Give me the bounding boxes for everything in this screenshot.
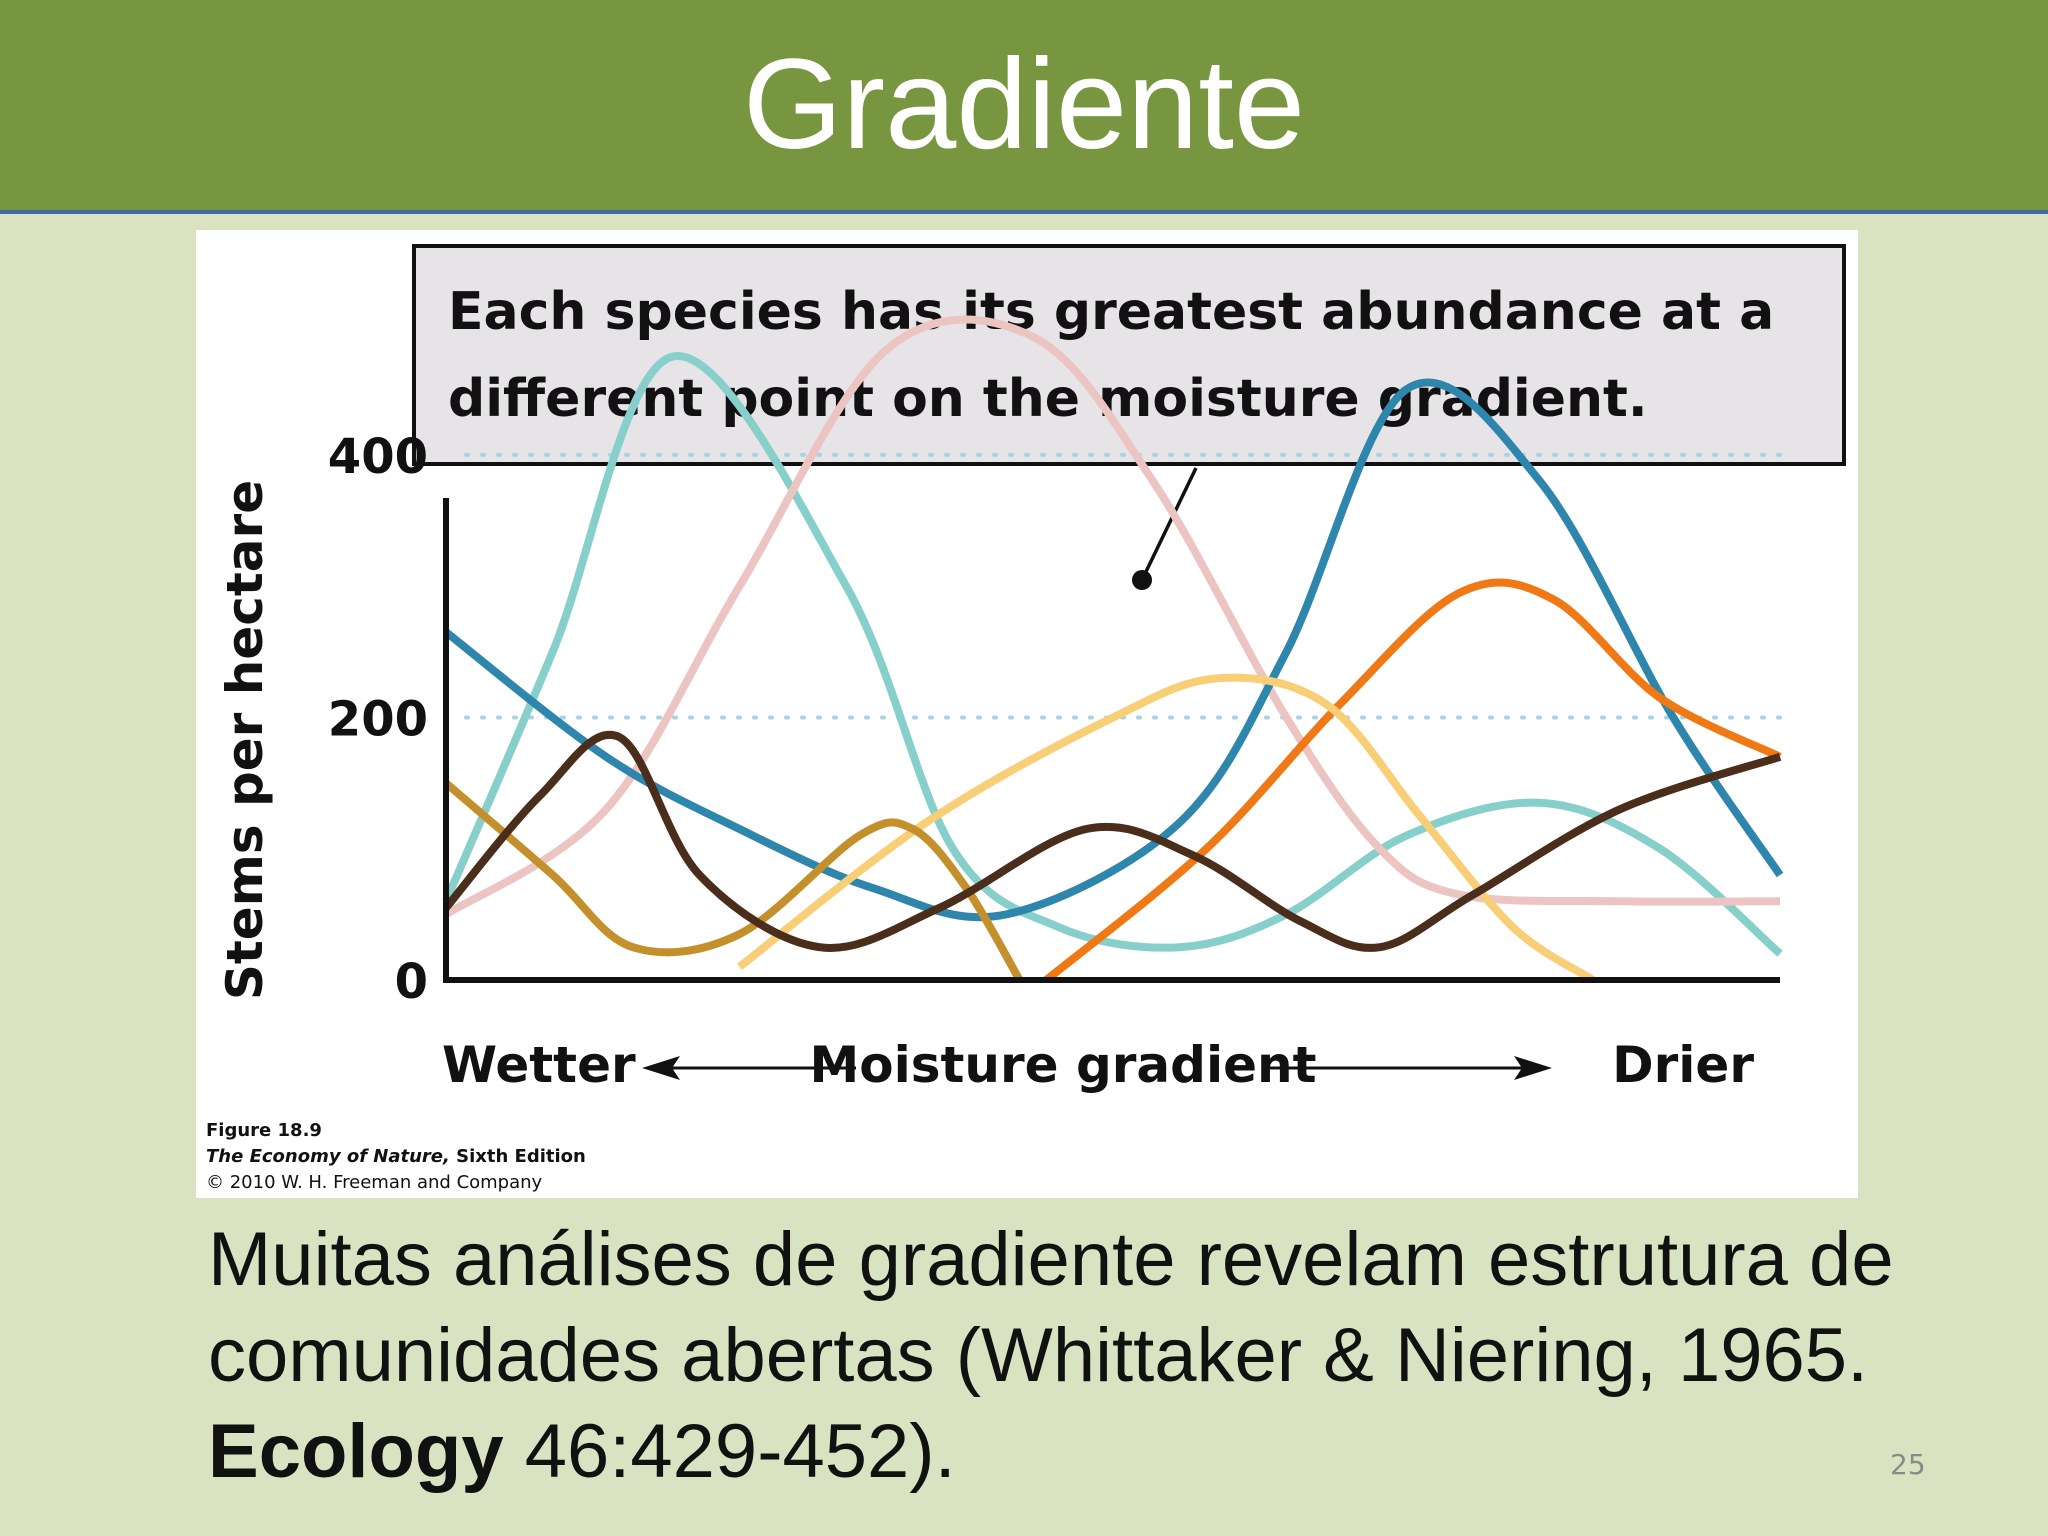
abundance-chart: Each species has its greatest abundance … <box>216 244 1846 1094</box>
y-tick-label-0: 0 <box>395 954 428 1010</box>
caption-text-1: Muitas análises de gradiente revelam est… <box>208 1217 1894 1398</box>
series-line-brown <box>442 730 1782 952</box>
callout-line-1: Each species has its greatest abundance … <box>448 282 1774 342</box>
figure-credit: Figure 18.9 The Economy of Nature, Sixth… <box>206 1118 586 1196</box>
slide-caption: Muitas análises de gradiente revelam est… <box>208 1212 1908 1500</box>
series-line-cyan <box>442 352 1783 957</box>
series-group <box>442 315 1784 984</box>
page-number: 25 <box>1890 1448 1926 1481</box>
y-tick-label-400: 400 <box>328 429 428 485</box>
callout-box <box>412 244 1846 466</box>
book-edition: Sixth Edition <box>449 1146 586 1167</box>
series-line-orange <box>1043 578 1782 984</box>
y-tick-labels: 0 200 400 <box>328 429 428 1010</box>
caption-text-2: 46:429-452). <box>503 1409 956 1494</box>
callout-pointer-dot <box>1132 570 1152 590</box>
x-left-label: Wetter <box>442 1036 636 1094</box>
book-title: The Economy of Nature, <box>206 1146 450 1167</box>
gridlines <box>464 452 1782 720</box>
series-line-yellow <box>737 673 1596 984</box>
series-line-gold <box>443 780 1024 983</box>
x-axis-label: Moisture gradient <box>809 1036 1316 1094</box>
caption-journal: Ecology <box>208 1409 504 1494</box>
y-axis-label: Stems per hectare <box>216 480 274 1000</box>
figure-panel: Each species has its greatest abundance … <box>196 230 1858 1198</box>
arrow-right-head <box>1514 1056 1552 1080</box>
x-right-label: Drier <box>1612 1036 1754 1094</box>
copyright-line: © 2010 W. H. Freeman and Company <box>206 1172 543 1193</box>
callout-pointer <box>1140 467 1198 581</box>
book-reference: The Economy of Nature, Sixth Edition <box>206 1144 586 1170</box>
y-tick-label-200: 200 <box>328 691 428 747</box>
arrow-left-head <box>642 1056 680 1080</box>
slide-title: Gradiente <box>742 33 1306 176</box>
series-line-blue <box>443 378 1784 922</box>
figure-label: Figure 18.9 <box>206 1120 322 1141</box>
title-bar: Gradiente <box>0 0 2048 214</box>
